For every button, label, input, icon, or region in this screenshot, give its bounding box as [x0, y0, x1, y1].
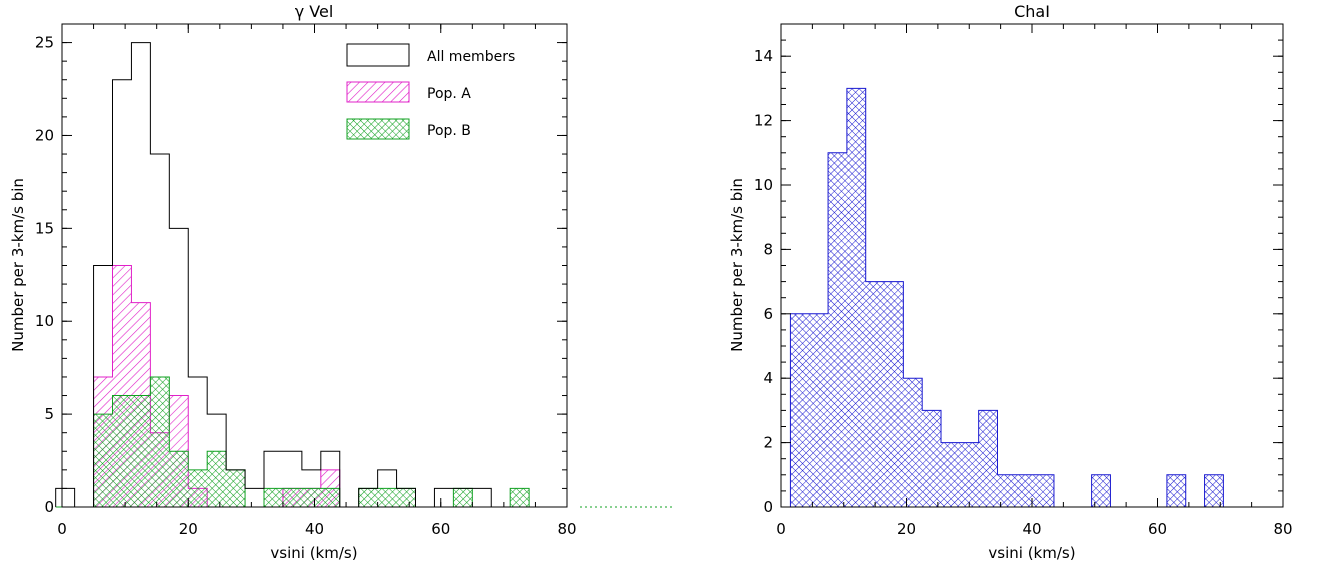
y-tick-label: 0	[763, 498, 773, 516]
bar	[959, 442, 979, 507]
chart-title: γ Vel	[295, 2, 334, 21]
x-tick-label: 80	[1273, 520, 1292, 538]
legend-label-all-members: All members	[427, 49, 515, 65]
histogram-bars	[789, 87, 1224, 508]
legend-label-pop-a: Pop. A	[427, 86, 471, 102]
bar	[846, 88, 866, 508]
bar	[358, 488, 378, 507]
y-tick-label: 15	[35, 219, 54, 237]
y-tick-label: 10	[754, 176, 773, 194]
axis-ticks: 0 20 40 60 80 0 5 10 15 20 25	[35, 23, 577, 538]
bar	[112, 395, 132, 507]
bar	[1091, 474, 1111, 507]
x-tick-label: 0	[776, 520, 786, 538]
chart-panel-gamma-vel: 0 20 40 60 80 0 5 10 15 20 25 γ Vel vsini (km/s) N…	[9, 2, 675, 562]
bar	[978, 410, 998, 507]
bar	[207, 451, 227, 507]
bar	[93, 414, 113, 507]
legend-label-pop-b: Pop. B	[427, 123, 471, 139]
bar	[131, 395, 151, 507]
legend-swatch-all-members	[346, 43, 410, 67]
axis-ticks: 0 20 40 60 80 0 2 4 6 8 10 12 14	[754, 23, 1293, 538]
bar	[320, 488, 340, 507]
x-tick-label: 20	[179, 520, 198, 538]
legend: All members Pop. A Pop. B	[346, 43, 515, 140]
bar	[282, 488, 302, 507]
x-tick-label: 0	[57, 520, 67, 538]
bar	[922, 410, 942, 507]
bar	[396, 488, 416, 507]
histogram-outline	[55, 42, 567, 508]
bar	[453, 488, 473, 507]
bar	[1204, 474, 1224, 507]
chart-panel-chai: 0 20 40 60 80 0 2 4 6 8 10 12 14 ChaI vsini (km/s) N…	[728, 2, 1293, 562]
y-tick-label: 14	[754, 47, 773, 65]
bar	[828, 152, 847, 508]
y-axis-label: Number per 3-km/s bin	[9, 178, 27, 352]
bar	[903, 378, 923, 507]
y-tick-label: 20	[35, 126, 54, 144]
bar	[150, 376, 170, 507]
x-axis-label: vsini (km/s)	[988, 544, 1075, 562]
legend-swatch-pop-b	[346, 118, 410, 140]
bar	[865, 281, 885, 507]
y-tick-label: 0	[44, 498, 54, 516]
y-axis-label: Number per 3-km/s bin	[728, 178, 746, 352]
x-tick-label: 40	[305, 520, 324, 538]
bar	[790, 313, 810, 507]
x-axis-label: vsini (km/s)	[270, 544, 357, 562]
bar	[884, 281, 904, 507]
bar	[1035, 474, 1054, 507]
bar	[169, 451, 189, 507]
y-tick-label: 12	[754, 112, 773, 130]
x-tick-label: 80	[557, 520, 576, 538]
x-tick-label: 60	[1148, 520, 1167, 538]
histogram-outline	[789, 87, 1224, 508]
y-tick-label: 25	[35, 34, 54, 52]
bar	[301, 488, 321, 507]
bar	[997, 474, 1017, 507]
bar	[510, 488, 530, 507]
y-tick-label: 2	[763, 434, 773, 452]
chart-title: ChaI	[1014, 2, 1050, 21]
bar	[377, 488, 397, 507]
bar	[188, 469, 208, 507]
legend-swatch-pop-a	[346, 81, 410, 103]
series-counts	[789, 87, 1224, 508]
bar	[264, 488, 283, 507]
y-tick-label: 5	[44, 405, 54, 423]
y-tick-label: 10	[35, 312, 54, 330]
y-tick-label: 4	[763, 369, 773, 387]
y-tick-label: 8	[763, 240, 773, 258]
bar	[1166, 474, 1186, 507]
y-tick-label: 6	[763, 305, 773, 323]
x-tick-label: 40	[1022, 520, 1041, 538]
histogram-bars	[55, 42, 567, 508]
bar	[226, 469, 246, 507]
series-pop-b	[55, 376, 567, 508]
bar	[1016, 474, 1036, 507]
x-tick-label: 60	[431, 520, 450, 538]
series-all-members	[55, 42, 567, 508]
x-tick-label: 20	[897, 520, 916, 538]
bar	[941, 442, 960, 507]
bar	[809, 313, 829, 507]
